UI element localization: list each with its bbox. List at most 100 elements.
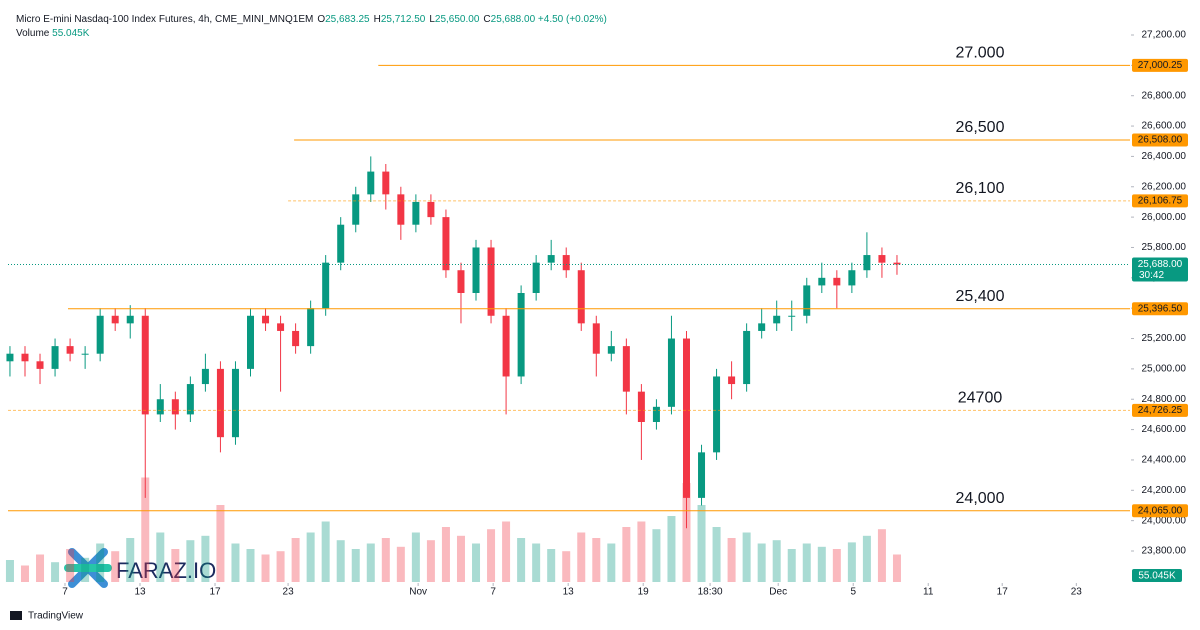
candle-body [81, 353, 89, 355]
level-label-box [1132, 302, 1188, 316]
current-price-box [1132, 257, 1188, 282]
y-tick-label: 25,200.00 [1142, 333, 1187, 344]
candle-body [141, 315, 149, 415]
y-tick-label: 24,400.00 [1142, 455, 1187, 466]
volume-bar [712, 527, 721, 582]
volume-bar [727, 538, 736, 582]
y-tick-label: 26,200.00 [1142, 181, 1187, 192]
volume-bar [36, 554, 45, 582]
plot-layer [5, 477, 901, 582]
candle-body [562, 255, 570, 271]
volume-bar [517, 538, 526, 582]
candle-body [292, 330, 300, 347]
volume-bar [622, 527, 631, 582]
volume-bar [637, 521, 646, 582]
x-tick-label: Dec [769, 587, 787, 598]
candle-body [397, 194, 405, 225]
volume-bar [276, 551, 285, 582]
level-label-box [1132, 133, 1188, 147]
candle-body [848, 270, 856, 286]
header-row: Micro E-mini Nasdaq-100 Index Futures, 4… [16, 13, 607, 27]
volume-bar [697, 505, 706, 582]
level-note: 25,400 [956, 288, 1005, 305]
volume-row: Volume 55.045K [16, 27, 607, 41]
volume-bar [607, 543, 616, 582]
volume-bar [291, 538, 300, 582]
current-price-label: 25,688.00 [1138, 259, 1183, 270]
candle-body [126, 315, 134, 324]
volume-bar [216, 505, 225, 582]
y-tick-label: 24,000.00 [1142, 515, 1187, 526]
candle-body [487, 247, 495, 316]
volume-bar [81, 557, 90, 582]
level-label: 26,106.75 [1138, 196, 1183, 207]
quote-value: 25,688.00 [490, 14, 536, 25]
y-tick-label: 26,400.00 [1142, 151, 1187, 162]
candle-body [652, 406, 660, 422]
volume-bar [742, 532, 751, 582]
level-label-box [1132, 194, 1188, 208]
quote-value: 25,650.00 [434, 14, 480, 25]
candle-body [863, 255, 871, 271]
level-label: 27,000.25 [1138, 60, 1183, 71]
volume-key: Volume [16, 28, 50, 39]
x-tick-label: 17 [209, 587, 221, 598]
y-tick-label: 24,600.00 [1142, 424, 1187, 435]
volume-bar [547, 549, 556, 582]
candle-body [277, 323, 285, 331]
volume-bar [351, 549, 360, 582]
candle-body [21, 353, 29, 362]
candle-body [247, 315, 255, 369]
x-tick-label: 7 [62, 587, 68, 598]
x-tick-label: 5 [850, 587, 856, 598]
volume-bar [502, 521, 511, 582]
candle-body [682, 338, 690, 498]
volume-label: 55.045K [1138, 571, 1176, 582]
volume-bar [141, 477, 150, 582]
candle-body [667, 338, 675, 407]
candle-body [412, 201, 420, 225]
candle-body [36, 361, 44, 369]
y-tick-label: 24,800.00 [1142, 394, 1187, 405]
volume-bar [441, 527, 450, 582]
level-note: 27.000 [956, 45, 1005, 62]
candle-body [788, 315, 796, 317]
volume-bar [682, 483, 691, 582]
x-tick-label: 18:30 [698, 587, 723, 598]
volume-bar [186, 540, 195, 582]
candle-body [743, 330, 751, 385]
candle-body [427, 201, 435, 218]
candle-body [201, 368, 209, 385]
volume-bar [456, 535, 465, 582]
quote-value: 25,683.25 [325, 14, 370, 25]
level-note: 24700 [958, 390, 1003, 407]
y-tick-label: 26,600.00 [1142, 121, 1187, 132]
candle-body [96, 315, 104, 354]
volume-bar [772, 540, 781, 582]
volume-bar [231, 543, 240, 582]
volume-bar [802, 543, 811, 582]
candle-body [51, 346, 59, 369]
candle-body [322, 262, 330, 309]
x-tick-label: 13 [134, 587, 146, 598]
candle-body [6, 353, 14, 362]
x-tick-label: 11 [923, 587, 934, 598]
level-label: 24,726.25 [1138, 405, 1183, 416]
volume-bar [411, 532, 420, 582]
candle-body [66, 346, 74, 354]
candle-body [367, 171, 375, 195]
volume-bar [126, 538, 135, 582]
candle-body [262, 315, 270, 324]
candle-body [382, 171, 390, 195]
candle-body [622, 346, 630, 392]
x-tick-label: 13 [563, 587, 575, 598]
level-note: 24,000 [956, 490, 1005, 507]
candle-body [698, 452, 706, 498]
y-tick-label: 26,800.00 [1142, 90, 1187, 101]
header: Micro E-mini Nasdaq-100 Index Futures, 4… [16, 13, 607, 41]
candle-body [231, 368, 239, 438]
x-tick-label: 19 [638, 587, 650, 598]
candle-body [337, 224, 345, 263]
volume-bar [592, 538, 601, 582]
